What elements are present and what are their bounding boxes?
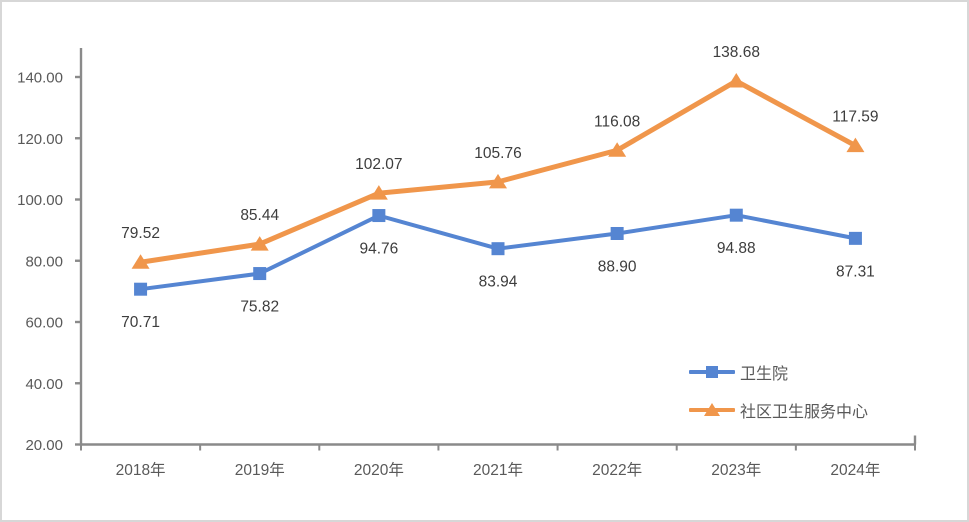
legend-key <box>689 398 735 422</box>
data-point-marker <box>131 254 150 269</box>
data-label: 94.88 <box>717 240 756 257</box>
data-point-marker <box>610 226 624 240</box>
y-axis-tick-label: 100.00 <box>17 192 63 209</box>
data-label: 138.68 <box>713 44 760 61</box>
data-label: 75.82 <box>240 299 279 316</box>
data-point-marker <box>372 209 386 223</box>
triangle-marker-icon <box>704 403 720 416</box>
y-axis-tick-label: 80.00 <box>25 253 63 270</box>
data-point-marker <box>848 231 862 245</box>
data-label: 102.07 <box>355 156 402 173</box>
data-point-marker <box>369 185 388 200</box>
data-label: 105.76 <box>474 145 521 162</box>
y-axis-tick-label: 40.00 <box>25 376 63 393</box>
data-point-marker <box>253 267 267 281</box>
x-axis-tick-label: 2024年 <box>830 461 880 479</box>
legend-item-township-health-centers: 卫生院 <box>689 360 868 384</box>
data-label: 79.52 <box>121 225 160 242</box>
data-label: 117.59 <box>832 109 878 126</box>
square-marker-icon <box>706 366 718 378</box>
data-point-marker <box>134 282 148 296</box>
data-point-marker <box>489 173 507 189</box>
data-label: 94.76 <box>359 241 398 258</box>
data-label: 116.08 <box>594 113 640 130</box>
data-label: 87.31 <box>836 263 875 280</box>
x-axis-tick-label: 2023年 <box>711 461 761 479</box>
legend-label: 卫生院 <box>740 366 789 383</box>
data-label: 85.44 <box>240 207 279 224</box>
y-axis-tick-label: 120.00 <box>17 131 63 148</box>
x-axis-tick-label: 2022年 <box>592 461 642 479</box>
x-axis-tick-label: 2021年 <box>473 461 523 479</box>
data-point-marker <box>727 73 746 88</box>
data-point-marker <box>729 208 743 222</box>
data-point-marker <box>250 236 269 251</box>
y-axis-tick-label: 60.00 <box>25 315 63 332</box>
series-line-1 <box>138 78 858 265</box>
data-point-marker <box>491 242 505 256</box>
data-label: 83.94 <box>479 274 518 291</box>
y-axis-tick-label: 140.00 <box>17 70 63 87</box>
data-point-marker <box>608 142 627 157</box>
y-axis-tick-label: 20.00 <box>25 437 63 454</box>
legend-item-community-health-service-centers: 社区卫生服务中心 <box>689 398 868 422</box>
data-point-marker <box>846 137 865 153</box>
data-label: 70.71 <box>121 314 160 331</box>
chart-legend: 卫生院 社区卫生服务中心 <box>689 360 868 422</box>
x-axis-tick-label: 2019年 <box>235 461 285 479</box>
legend-label: 社区卫生服务中心 <box>740 404 869 421</box>
legend-key <box>689 360 735 384</box>
x-axis-tick-label: 2018年 <box>116 461 166 479</box>
data-label: 88.90 <box>598 258 637 275</box>
x-axis-tick-label: 2020年 <box>354 461 404 479</box>
